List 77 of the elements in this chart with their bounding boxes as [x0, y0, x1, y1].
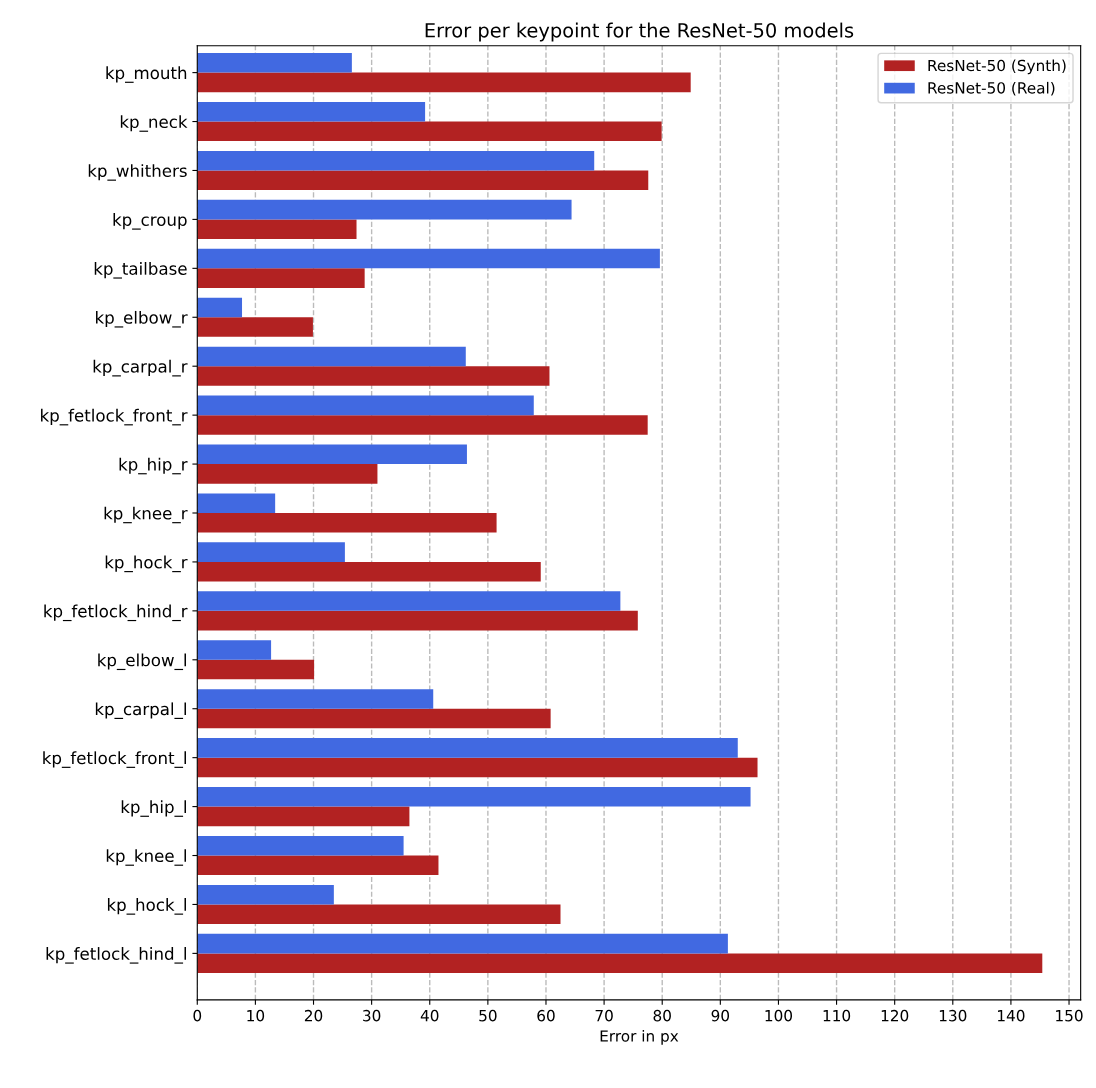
bar	[197, 297, 243, 318]
bar	[197, 708, 551, 729]
y-tick-label: kp_carpal_r	[93, 359, 188, 377]
x-tick-label: 80	[653, 1009, 671, 1022]
y-tick-label: kp_fetlock_front_r	[41, 408, 188, 426]
x-tick-label: 20	[304, 1009, 323, 1022]
bar	[197, 787, 751, 807]
bar	[197, 855, 439, 876]
x-tick-label: 40	[420, 1009, 439, 1022]
bar	[197, 806, 410, 827]
y-tick-label: kp_croup	[113, 213, 187, 230]
y-tick-label: kp_whithers	[88, 164, 187, 181]
x-tick-label: 50	[479, 1009, 497, 1022]
bar	[197, 561, 541, 582]
y-tick-label: kp_hock_r	[105, 555, 188, 573]
y-tick-label: kp_knee_r	[104, 506, 188, 524]
bar	[197, 53, 352, 73]
legend-label: ResNet-50 (Real)	[928, 81, 1055, 96]
bar	[197, 835, 404, 856]
y-tick-label: kp_fetlock_front_l	[43, 751, 186, 768]
bar	[197, 513, 497, 533]
x-tick-label: 150	[1056, 1009, 1083, 1022]
legend-label: ResNet-50 (Synth)	[928, 59, 1066, 75]
y-tick-label: kp_knee_l	[106, 849, 186, 866]
bar	[197, 219, 357, 239]
bar	[197, 953, 1043, 973]
y-tick-label: kp_elbow_l	[98, 653, 186, 671]
bar	[197, 738, 738, 758]
y-tick-label: kp_mouth	[106, 66, 187, 83]
x-tick-label: 10	[247, 1009, 265, 1022]
bar	[197, 542, 345, 562]
y-tick-label: kp_fetlock_hind_l	[46, 947, 186, 964]
bar	[197, 659, 315, 680]
bar	[197, 395, 534, 416]
y-tick-label: kp_fetlock_hind_r	[44, 604, 188, 622]
bar	[197, 464, 378, 484]
bar	[197, 884, 334, 905]
y-tick-label: kp_hip_l	[121, 800, 186, 817]
bar	[197, 150, 595, 171]
bar	[197, 317, 313, 337]
chart-title: Error per keypoint for the ResNet-50 models	[425, 22, 854, 42]
x-tick-label: 30	[363, 1009, 381, 1022]
bar	[197, 268, 365, 288]
x-tick-label: 60	[537, 1009, 555, 1022]
bar	[197, 493, 276, 513]
bar	[197, 933, 728, 954]
bar	[197, 904, 561, 925]
y-tick-label: kp_elbow_r	[96, 310, 188, 328]
bar	[197, 415, 648, 435]
bar	[197, 346, 466, 367]
bar	[197, 121, 662, 142]
y-tick-label: kp_carpal_l	[95, 702, 186, 719]
x-tick-label: 120	[881, 1009, 909, 1022]
x-tick-label: 130	[939, 1009, 967, 1022]
bar	[197, 72, 691, 93]
bar	[197, 640, 272, 660]
x-tick-label: 140	[998, 1009, 1025, 1022]
bar	[197, 591, 621, 611]
bar	[197, 101, 426, 122]
bar	[197, 689, 434, 709]
bar	[197, 248, 660, 269]
y-tick-label: kp_neck	[120, 115, 188, 132]
x-tick-label: 100	[765, 1009, 793, 1022]
y-tick-label: kp_hock_l	[107, 898, 186, 915]
bar	[197, 757, 758, 778]
x-tick-label: 110	[823, 1009, 851, 1022]
x-tick-label: 90	[711, 1009, 730, 1022]
bar	[197, 199, 572, 220]
bar	[197, 366, 550, 386]
bar	[197, 170, 649, 191]
bar	[197, 444, 467, 465]
y-tick-label: kp_tailbase	[94, 262, 187, 279]
x-axis-title: Error in px	[600, 1029, 679, 1045]
y-tick-label: kp_hip_r	[119, 457, 188, 475]
x-tick-label: 0	[193, 1009, 202, 1022]
bar	[197, 610, 638, 631]
x-tick-label: 70	[595, 1009, 613, 1022]
